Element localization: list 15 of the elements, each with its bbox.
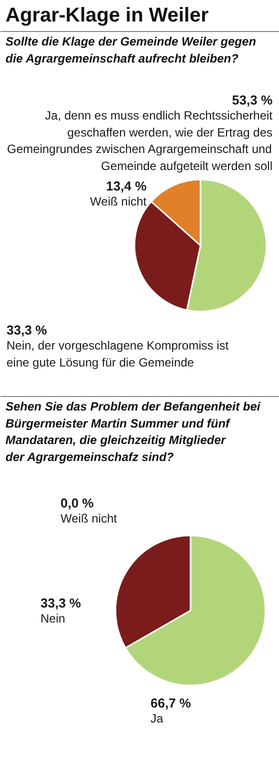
category-label: Weiß nicht xyxy=(60,512,117,526)
data-label: 53,3 % xyxy=(232,92,273,108)
slice-label: Ja xyxy=(150,712,164,726)
data-label: 13,4 % xyxy=(106,178,147,194)
slice-label: Ja, denn es muss endlich Rechtssicherheit geschaffen werden, wie der Ertrag des Gemeingrundes zwischen Agrargemeinschaft und Gemeinde aufgeteilt werden soll xyxy=(7,108,274,173)
chart-subtitle: Sollte die Klage der Gemeinde Weiler gegen die Agrargemeinschaft aufrecht bleiben? xyxy=(6,34,256,66)
slice-label: Nein xyxy=(40,612,66,626)
chart-title: Agrar-Klage in Weiler xyxy=(6,4,209,26)
chart-subtitle: Sehen Sie das Problem der Befangenheit bei Bürgermeister Martin Summer und fünf Mandataren, die gleichzeitig Mitglieder der Agrargemeinschafz sind? xyxy=(6,400,261,464)
text: 0,0 % xyxy=(60,496,94,510)
data-label: 66,7 % xyxy=(150,696,192,710)
data-label: 33,3 % xyxy=(6,322,48,338)
slice-label: Nein, der vorgeschlagene Kompromiss ist eine gute Lösung für die Gemeinde xyxy=(6,338,230,370)
data-label: 33,3 % xyxy=(40,596,82,610)
slice-label: Weiß nicht xyxy=(90,194,148,208)
